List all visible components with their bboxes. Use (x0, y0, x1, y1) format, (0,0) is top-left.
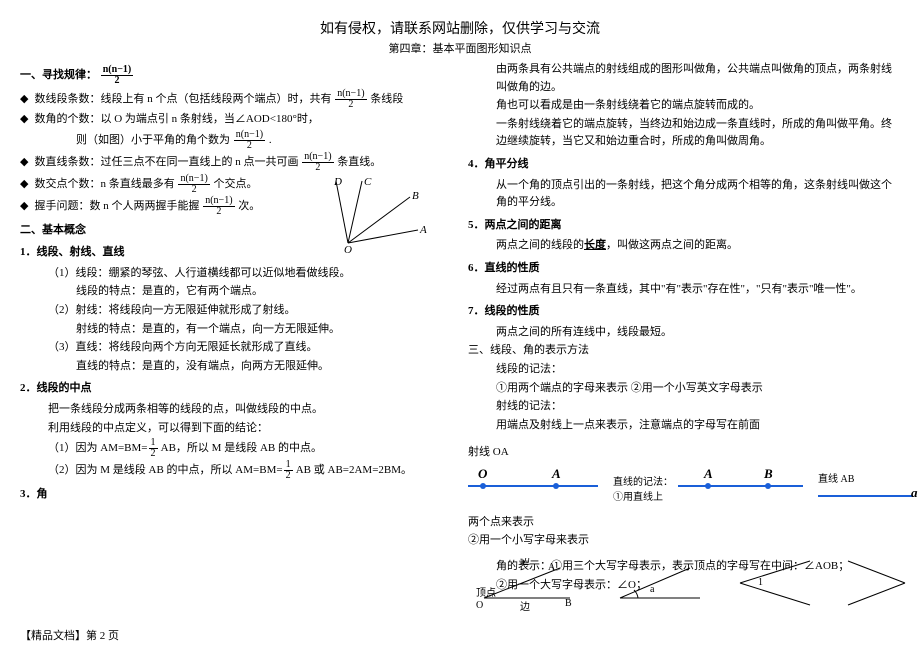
concept-6-title: 6．直线的性质 (468, 260, 900, 278)
svg-text:边: 边 (520, 558, 530, 567)
svg-text:O: O (344, 244, 352, 255)
seg-def: （1）线段：绷紧的琴弦、人行道横线都可以近似地看做线段。 (20, 265, 450, 283)
seg-notation-h: 线段的记法： (468, 361, 900, 379)
svg-text:C: C (364, 176, 372, 188)
svg-text:A: A (419, 224, 427, 236)
svg-text:a: a (650, 584, 655, 595)
concept-3-title: 3．角 (20, 486, 450, 504)
concept-7-title: 7．线段的性质 (468, 303, 900, 321)
rule-segments: 数线段条数：线段上有 n 个点（包括线段两个端点）时，共有 n(n−1)2 条线… (20, 89, 450, 110)
section-3-title: 三、线段、角的表示方法 (468, 342, 900, 360)
angle-diagram-2: a (610, 558, 705, 613)
svg-text:1: 1 (758, 577, 763, 588)
svg-text:B: B (565, 598, 572, 609)
concept-4-title: 4．角平分线 (468, 156, 900, 174)
line-feat: 直线的特点：是直的，没有端点，向两方无限延伸。 (20, 358, 450, 376)
page-subtitle: 第四章：基本平面图形知识点 (20, 40, 900, 56)
angle-diagram-1: A O B 边 边 顶点 (470, 558, 580, 613)
svg-text:A: A (548, 562, 556, 573)
svg-text:B: B (412, 190, 419, 202)
ray-feat: 射线的特点：是直的，有一个端点，向一方无限延伸。 (20, 321, 450, 339)
midpoint-1: （1）因为 AM=BM=12 AB，所以 M 是线段 AB 的中点。 (20, 438, 450, 459)
ray-notation: 用端点及射线上一点来表示，注意端点的字母写在前面 (468, 417, 900, 435)
footer: 【精品文档】第 2 页 (20, 627, 119, 643)
ray-oa-label: 射线 OA (468, 444, 900, 462)
angle-fan-diagram: D C B A O (310, 175, 430, 255)
angle-rot: 角也可以看成是由一条射线绕着它的端点旋转而成的。 (468, 97, 900, 115)
page-notice: 如有侵权，请联系网站删除，仅供学习与交流 (20, 18, 900, 38)
ray-def: （2）射线：将线段向一方无限延伸就形成了射线。 (20, 302, 450, 320)
rule-angles-b: 则（如图）小于平角的角个数为 n(n−1)2 . (20, 130, 450, 151)
svg-text:边: 边 (520, 601, 530, 613)
svg-text:O: O (476, 600, 483, 611)
svg-text:D: D (333, 176, 342, 188)
distance: 两点之间的线段的长度，叫做这两点之间的距离。 (468, 237, 900, 255)
svg-text:顶点: 顶点 (476, 587, 496, 599)
seg-prop: 两点之间的所有连线中，线段最短。 (468, 324, 900, 342)
bisector: 从一个角的顶点引出的一条射线，把这个角分成两个相等的角，这条射线叫做这个角的平分… (468, 177, 900, 212)
rule-lines: 数直线条数：过任三点不在同一直线上的 n 点一共可画 n(n−1)2 条直线。 (20, 152, 450, 173)
straight-angle: 一条射线绕着它的端点旋转，当终边和始边成一条直线时，所成的角叫做平角。终边继续旋… (468, 116, 900, 151)
ray-notation-h: 射线的记法： (468, 398, 900, 416)
concept-5-title: 5．两点之间的距离 (468, 217, 900, 235)
midpoint-conc: 利用线段的中点定义，可以得到下面的结论： (20, 420, 450, 438)
angle-diagram-4 (840, 558, 920, 613)
rule-angles-a: 数角的个数：以 O 为端点引 n 条射线，当∠AOD<180°时， (20, 111, 450, 129)
angle-diagram-3: 1 (730, 558, 825, 613)
seg-notation: ①用两个端点的字母来表示 ②用一个小写英文字母表示 (468, 380, 900, 398)
section-1-title: 一、寻找规律： n(n−1)2 (20, 65, 450, 86)
seg-feat: 线段的特点：是直的，它有两个端点。 (20, 283, 450, 301)
line-def: （3）直线：将线段向两个方向无限延长就形成了直线。 (20, 339, 450, 357)
midpoint-2: （2）因为 M 是线段 AB 的中点，所以 AM=BM=12 AB 或 AB=2… (20, 460, 450, 481)
angle-def: 由两条具有公共端点的射线组成的图形叫做角，公共端点叫做角的顶点，两条射线叫做角的… (468, 61, 900, 96)
line-prop: 经过两点有且只有一条直线，其中"有"表示"存在性"，"只有"表示"唯一性"。 (468, 281, 900, 299)
midpoint-def: 把一条线段分成两条相等的线段的点，叫做线段的中点。 (20, 401, 450, 419)
concept-2-title: 2．线段的中点 (20, 380, 450, 398)
